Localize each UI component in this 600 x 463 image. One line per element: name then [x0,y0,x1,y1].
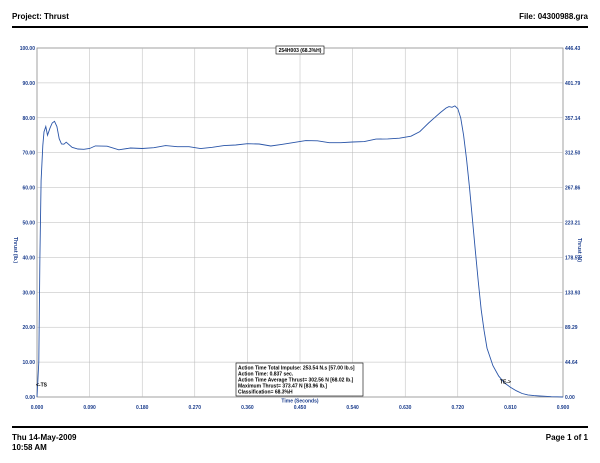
y-tick-label-left: 20.00 [22,325,35,331]
y-tick-label-right: 44.64 [565,360,578,366]
chart-title: 254H003 (68.3%H) [279,48,322,54]
y-tick-label-left: 80.00 [22,116,35,122]
event-marker-label: TE-> [500,380,511,386]
summary-line: Classification= 68.3%H [238,390,293,396]
y-tick-label-right: 89.29 [565,325,578,331]
summary-line: Action Time: 0.837 sec. [238,372,294,378]
y-tick-label-right: 357.14 [565,116,581,122]
x-tick-label: 0.810 [504,405,517,411]
y-tick-label-right: 446.43 [565,46,581,52]
x-tick-label: 0.090 [83,405,96,411]
y-tick-label-left: 100.00 [20,46,36,52]
y-tick-label-right: 223.21 [565,221,581,227]
y-axis-title-left: Thrust (lb.) [12,237,18,263]
print-date: Thu 14-May-2009 [12,433,77,442]
y-tick-label-right: 133.93 [565,290,581,296]
y-tick-label-left: 50.00 [22,221,35,227]
x-tick-label: 0.720 [452,405,465,411]
x-tick-label: 0.360 [241,405,254,411]
y-tick-label-left: 70.00 [22,151,35,157]
y-tick-label-right: 0.00 [565,395,575,401]
thrust-line [36,105,564,398]
x-tick-label: 0.450 [294,405,307,411]
footer-rule [12,426,588,428]
project-title: Project: Thrust [12,12,69,21]
y-tick-label-left: 30.00 [22,290,35,296]
chart-title-box [275,45,325,55]
header-rule [12,26,588,28]
x-tick-label: 0.180 [136,405,149,411]
summary-line: Maximum Thrust= 373.47 N [83.96 lb.] [238,384,327,390]
y-tick-label-right: 178.57 [565,255,581,261]
y-tick-label-right: 267.86 [565,186,581,192]
summary-line: Action Time Average Thrust= 302.56 N [68… [238,378,354,384]
y-tick-label-left: 0.00 [25,395,35,401]
summary-box: Action Time Total Impulse: 253.54 N.s [5… [235,362,364,397]
summary-box-frame [235,362,364,397]
chart-marks: <-TS TE-> [36,105,564,398]
x-tick-label: 0.630 [399,405,412,411]
print-time: 10:58 AM [12,443,47,452]
grid: 0.000 0.090 0.180 0.270 0.360 0.450 0.540 0.630… [20,46,581,411]
y-tick-label-right: 401.79 [565,81,581,87]
y-tick-label-left: 40.00 [22,255,35,261]
y-tick-label-left: 10.00 [22,360,35,366]
x-tick-label: 0.900 [557,405,570,411]
x-axis-title: Time (Seconds) [281,399,318,405]
y-tick-label-left: 90.00 [22,81,35,87]
summary-line: Action Time Total Impulse: 253.54 N.s [5… [238,366,355,372]
event-marker-label: <-TS [36,383,48,389]
x-tick-label: 0.540 [346,405,359,411]
y-axis-title-right: Thrust (N) [576,238,582,262]
y-tick-label-left: 60.00 [22,186,35,192]
y-tick-label-right: 312.50 [565,151,581,157]
file-name: File: 04300988.gra [519,12,588,21]
x-tick-label: 0.000 [31,405,44,411]
page-number: Page 1 of 1 [545,433,588,442]
x-tick-label: 0.270 [189,405,202,411]
